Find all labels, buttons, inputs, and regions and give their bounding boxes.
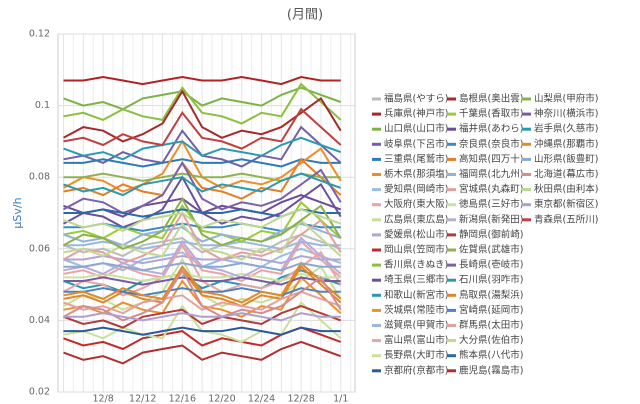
legend-label: 滋賀県(甲賀市): [384, 319, 448, 331]
legend-label: 新潟県(新発田): [459, 213, 523, 225]
series-line: [63, 208, 342, 232]
legend-label: 東京都(新宿区): [534, 198, 598, 210]
series-line: [63, 75, 341, 86]
legend-label: 鹿児島(霧島市): [459, 364, 523, 376]
legend-label: 山形県(飯豊町): [534, 153, 598, 165]
legend-label: 三重県(尾鷲市): [384, 153, 448, 165]
legend-label: 岩手県(久慈市): [534, 123, 598, 135]
x-tick-label: 12/12: [129, 394, 156, 404]
legend-label: 長崎県(壱岐市): [459, 259, 523, 271]
legend-label: 大分県(佐伯市): [459, 334, 523, 346]
series-line: [63, 172, 342, 197]
legend-label: 愛知県(岡崎市): [384, 183, 448, 195]
legend-label: 徳島県(三好市): [459, 198, 523, 210]
series-line: [63, 196, 342, 250]
y-tick-label: 0.02: [29, 387, 50, 398]
legend-label: 富山県(富山市): [384, 334, 448, 346]
legend-label: 秋田県(由利本): [534, 183, 598, 195]
legend-label: 宮城県(丸森町): [459, 183, 523, 195]
legend-label: 栃木県(那須塩): [384, 168, 448, 180]
series-line: [63, 157, 342, 200]
legend-label: 奈良県(奈良市): [459, 138, 523, 150]
series-line: [63, 233, 342, 258]
legend-label: 埼玉県(三郷市): [384, 274, 448, 286]
legend-label: 佐賀県(武雄市): [459, 244, 523, 256]
y-tick-label: 0.08: [29, 172, 50, 183]
legend-label: 鳥取県(湯梨浜): [459, 289, 523, 301]
series-line: [63, 107, 342, 150]
y-tick-label: 0.12: [29, 29, 50, 40]
legend-label: 島根県(奥出雲): [459, 93, 523, 105]
legend-label: 岡山県(笠岡市): [384, 244, 448, 256]
chart-title: (月間): [287, 8, 323, 23]
x-tick-label: 12/28: [287, 394, 314, 404]
x-tick-label: 1/1: [333, 394, 348, 404]
legend-label: 福井県(あわら): [459, 123, 523, 135]
series-line: [63, 268, 342, 322]
series-line: [63, 218, 342, 261]
legend-label: 石川県(羽咋市): [459, 274, 523, 286]
legend-label: 広島県(東広島): [384, 213, 448, 225]
legend-label: 愛媛県(松山市): [384, 228, 448, 240]
series-line: [63, 240, 342, 283]
legend-label: 宮崎県(延岡市): [459, 304, 523, 316]
series-line: [63, 86, 342, 111]
y-tick-label: 0.04: [29, 315, 50, 326]
legend-label: 山梨県(甲府市): [534, 93, 598, 105]
series-line: [63, 290, 342, 315]
series-line: [63, 158, 341, 168]
series-line: [63, 254, 341, 265]
y-tick-label: 0.06: [29, 243, 50, 254]
legend-label: 福島県(やすら): [384, 93, 448, 105]
series-line: [63, 326, 341, 336]
legend-label: 群馬県(太田市): [459, 319, 523, 331]
legend-label: 青森県(五所川): [534, 213, 598, 225]
x-tick-label: 12/8: [92, 394, 113, 404]
legend-label: 香川県(きぬき): [384, 260, 448, 271]
series-line: [63, 265, 342, 308]
series-line: [63, 160, 342, 215]
series-line: [63, 312, 341, 322]
legend-label: 千葉県(香取市): [459, 108, 523, 120]
legend-label: 長野県(大町市): [384, 349, 448, 361]
legend-label: 岐阜県(下呂市): [384, 138, 448, 150]
x-tick-label: 12/20: [208, 394, 235, 404]
legend-label: 茨城県(常陸市): [384, 304, 448, 316]
legend-label: 北海道(幕広市): [534, 168, 598, 180]
legend-label: 熊本県(八代市): [459, 349, 523, 361]
series-line: [63, 340, 342, 365]
y-tick-label: 0.1: [35, 100, 50, 111]
legend-label: 京都府(京都市): [384, 364, 448, 376]
series-line: [63, 262, 341, 272]
series-line: [63, 261, 342, 304]
series-line: [63, 82, 342, 125]
x-tick-label: 12/16: [169, 394, 196, 404]
legend-label: 沖縄県(那覇市): [534, 138, 598, 150]
legend-label: 兵庫県(神戸市): [384, 108, 448, 120]
series-line: [63, 276, 341, 286]
y-axis-label: μSv/h: [11, 197, 24, 228]
legend-label: 大阪府(東大阪): [384, 198, 448, 210]
legend-label: 静岡県(御前崎): [459, 228, 523, 240]
series-line: [63, 136, 342, 161]
legend-label: 和歌山(新宮市): [384, 289, 448, 301]
legend-label: 福岡県(北九州): [459, 168, 523, 180]
x-tick-label: 12/24: [248, 394, 275, 404]
legend-label: 神奈川(横浜市): [534, 108, 598, 120]
legend-label: 高知県(四万十): [459, 153, 523, 165]
series-line: [63, 200, 342, 243]
series-line: [63, 305, 342, 329]
legend-label: 山口県(山口市): [384, 123, 448, 135]
series-line: [63, 89, 342, 143]
